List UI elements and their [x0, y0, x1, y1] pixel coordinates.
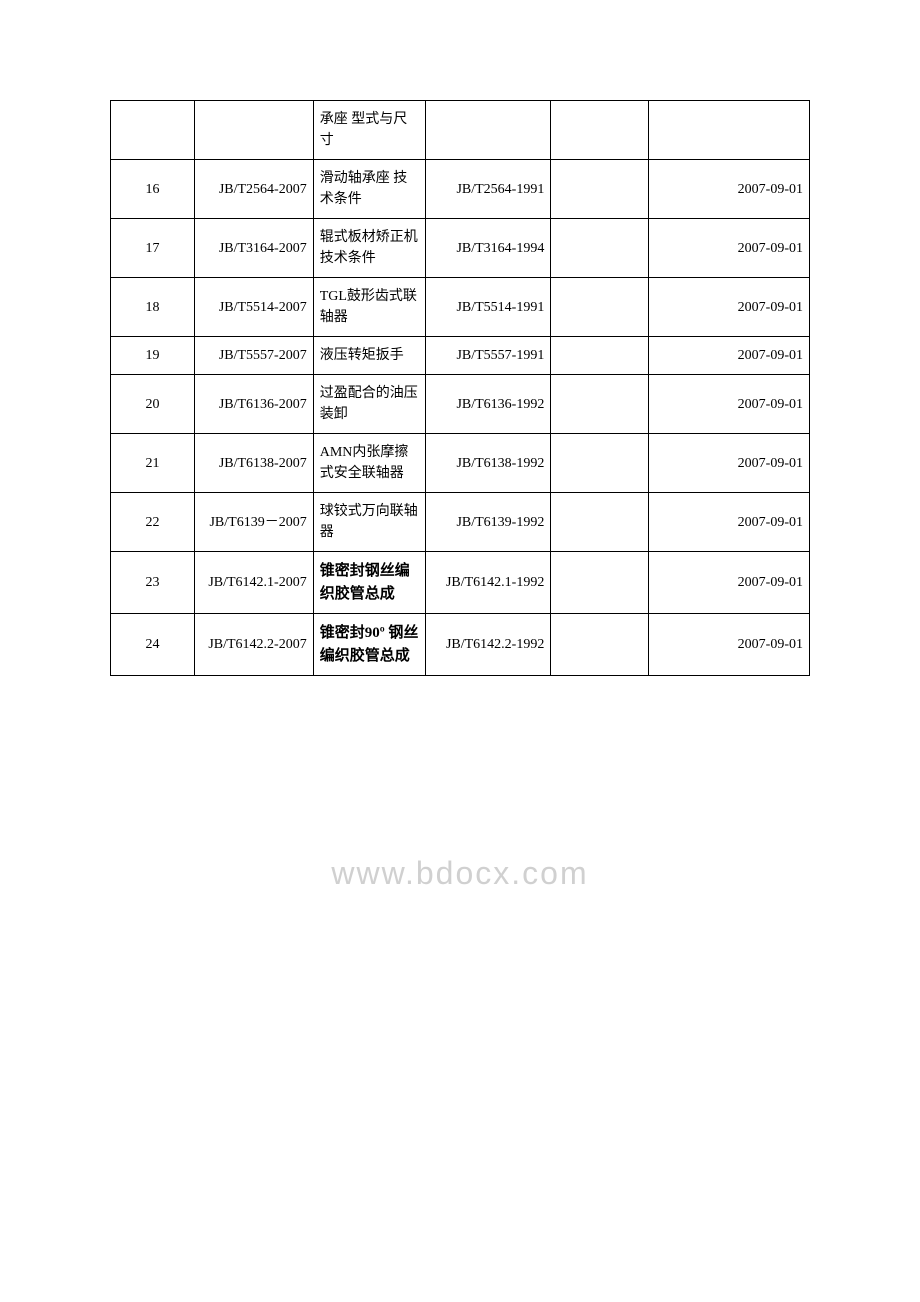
cell-replaced: JB/T5514-1991 [425, 278, 551, 337]
standards-table: 承座 型式与尺寸 16 JB/T2564-2007 滑动轴承座 技术条件 JB/… [110, 100, 810, 676]
cell-empty [551, 552, 649, 614]
cell-empty [551, 375, 649, 434]
table-row: 20 JB/T6136-2007 过盈配合的油压装卸 JB/T6136-1992… [111, 375, 810, 434]
cell-empty [551, 219, 649, 278]
cell-title: 滑动轴承座 技术条件 [313, 160, 425, 219]
cell-replaced [425, 101, 551, 160]
table-body: 承座 型式与尺寸 16 JB/T2564-2007 滑动轴承座 技术条件 JB/… [111, 101, 810, 676]
cell-replaced: JB/T3164-1994 [425, 219, 551, 278]
cell-num: 23 [111, 552, 195, 614]
table-row: 17 JB/T3164-2007 辊式板材矫正机 技术条件 JB/T3164-1… [111, 219, 810, 278]
cell-code: JB/T2564-2007 [194, 160, 313, 219]
cell-title: 过盈配合的油压装卸 [313, 375, 425, 434]
table-row: 22 JB/T6139－2007 球铰式万向联轴器 JB/T6139-1992 … [111, 493, 810, 552]
cell-code: JB/T6136-2007 [194, 375, 313, 434]
cell-date: 2007-09-01 [649, 160, 810, 219]
cell-num: 24 [111, 614, 195, 676]
cell-replaced: JB/T5557-1991 [425, 337, 551, 375]
cell-title: 承座 型式与尺寸 [313, 101, 425, 160]
cell-code: JB/T5557-2007 [194, 337, 313, 375]
cell-title: 锥密封钢丝编织胶管总成 [313, 552, 425, 614]
cell-empty [551, 493, 649, 552]
cell-replaced: JB/T6139-1992 [425, 493, 551, 552]
cell-date: 2007-09-01 [649, 278, 810, 337]
cell-title: 锥密封90º 钢丝编织胶管总成 [313, 614, 425, 676]
cell-code [194, 101, 313, 160]
cell-empty [551, 337, 649, 375]
cell-replaced: JB/T6142.1-1992 [425, 552, 551, 614]
cell-num: 20 [111, 375, 195, 434]
cell-empty [551, 614, 649, 676]
cell-replaced: JB/T6142.2-1992 [425, 614, 551, 676]
cell-title: AMN内张摩擦式安全联轴器 [313, 434, 425, 493]
cell-empty [551, 160, 649, 219]
watermark-text: www.bdocx.com [331, 855, 588, 892]
cell-date: 2007-09-01 [649, 375, 810, 434]
cell-replaced: JB/T2564-1991 [425, 160, 551, 219]
table-row: 23 JB/T6142.1-2007 锥密封钢丝编织胶管总成 JB/T6142.… [111, 552, 810, 614]
cell-empty [551, 101, 649, 160]
cell-title: 液压转矩扳手 [313, 337, 425, 375]
table-container: www.bdocx.com 承座 型式与尺寸 16 JB/T2564-2007 … [110, 100, 810, 676]
table-row: 16 JB/T2564-2007 滑动轴承座 技术条件 JB/T2564-199… [111, 160, 810, 219]
cell-title: 辊式板材矫正机 技术条件 [313, 219, 425, 278]
table-row: 21 JB/T6138-2007 AMN内张摩擦式安全联轴器 JB/T6138-… [111, 434, 810, 493]
cell-num: 22 [111, 493, 195, 552]
cell-code: JB/T6142.1-2007 [194, 552, 313, 614]
table-row: 19 JB/T5557-2007 液压转矩扳手 JB/T5557-1991 20… [111, 337, 810, 375]
cell-code: JB/T3164-2007 [194, 219, 313, 278]
cell-code: JB/T6142.2-2007 [194, 614, 313, 676]
cell-date: 2007-09-01 [649, 219, 810, 278]
cell-date: 2007-09-01 [649, 337, 810, 375]
table-row: 18 JB/T5514-2007 TGL鼓形齿式联轴器 JB/T5514-199… [111, 278, 810, 337]
cell-num: 16 [111, 160, 195, 219]
table-row: 承座 型式与尺寸 [111, 101, 810, 160]
table-row: 24 JB/T6142.2-2007 锥密封90º 钢丝编织胶管总成 JB/T6… [111, 614, 810, 676]
cell-title: TGL鼓形齿式联轴器 [313, 278, 425, 337]
cell-date: 2007-09-01 [649, 614, 810, 676]
cell-replaced: JB/T6138-1992 [425, 434, 551, 493]
cell-date [649, 101, 810, 160]
cell-date: 2007-09-01 [649, 552, 810, 614]
cell-num [111, 101, 195, 160]
cell-code: JB/T6138-2007 [194, 434, 313, 493]
cell-num: 19 [111, 337, 195, 375]
cell-code: JB/T6139－2007 [194, 493, 313, 552]
cell-num: 21 [111, 434, 195, 493]
cell-title: 球铰式万向联轴器 [313, 493, 425, 552]
cell-empty [551, 434, 649, 493]
cell-replaced: JB/T6136-1992 [425, 375, 551, 434]
cell-num: 18 [111, 278, 195, 337]
cell-empty [551, 278, 649, 337]
cell-num: 17 [111, 219, 195, 278]
cell-code: JB/T5514-2007 [194, 278, 313, 337]
cell-date: 2007-09-01 [649, 434, 810, 493]
cell-date: 2007-09-01 [649, 493, 810, 552]
